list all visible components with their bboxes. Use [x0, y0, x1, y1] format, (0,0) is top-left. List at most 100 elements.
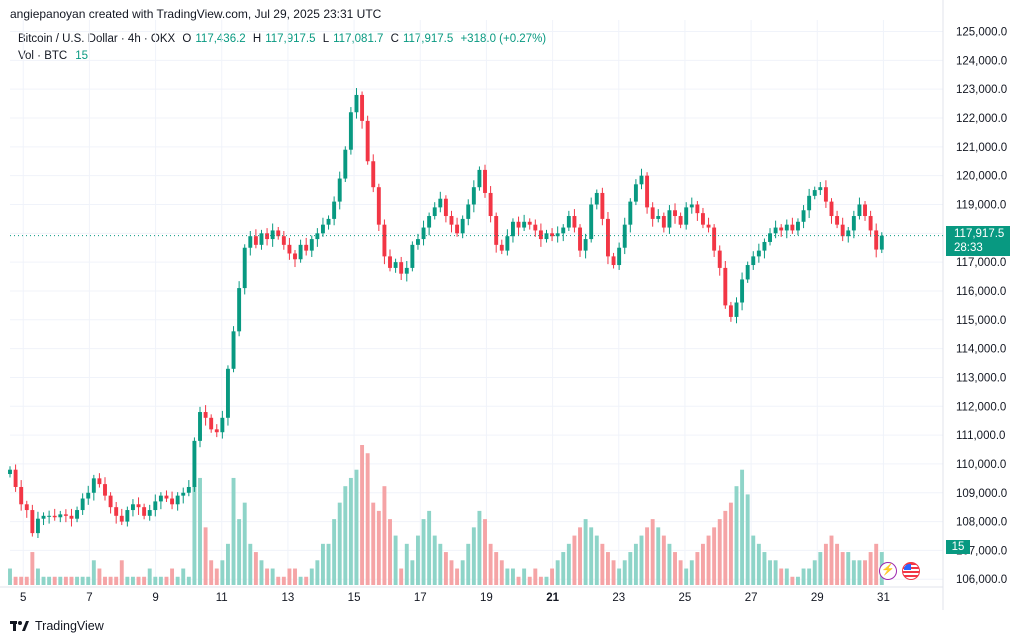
- candle-body: [583, 239, 588, 251]
- legend-low: L 117,081.7: [322, 33, 384, 45]
- y-tick-label: 113,000.0: [956, 372, 1006, 384]
- volume-bar: [829, 535, 834, 585]
- volume-legend[interactable]: Vol · BTC 15: [18, 50, 88, 62]
- candle-body: [63, 514, 68, 516]
- volume-bar: [404, 543, 409, 585]
- symbol-name[interactable]: Bitcoin / U.S. Dollar · 4h · OKX: [18, 33, 176, 45]
- volume-bar: [812, 560, 817, 585]
- volume-bar: [566, 543, 571, 585]
- volume-bar: [499, 560, 504, 585]
- candle-body: [214, 429, 219, 433]
- volume-bar: [181, 568, 186, 585]
- candle-body: [220, 417, 225, 433]
- legend-close: C 117,917.5: [390, 33, 454, 45]
- volume-bar: [253, 552, 258, 585]
- candle-body: [125, 510, 130, 522]
- y-tick-label: 116,000.0: [956, 286, 1006, 298]
- candle-body: [728, 305, 733, 317]
- lightning-icon[interactable]: ⚡: [879, 562, 897, 580]
- volume-bar: [332, 519, 337, 585]
- candle-body: [421, 227, 426, 240]
- us-flag-icon[interactable]: [902, 562, 920, 580]
- candle-body: [153, 501, 158, 511]
- bar-countdown: 28:33: [954, 242, 983, 254]
- volume-bar: [19, 576, 24, 585]
- candle-body: [801, 210, 806, 222]
- candle-body: [281, 236, 286, 245]
- volume-bar: [695, 552, 700, 585]
- volume-bar: [281, 576, 286, 585]
- volume-bar: [801, 568, 806, 585]
- candle-body: [622, 224, 627, 248]
- volume-bar: [868, 552, 873, 585]
- candle-body: [175, 495, 180, 505]
- volume-bar: [47, 576, 52, 585]
- candle-body: [147, 510, 152, 516]
- legend-change: +318.0 (+0.27%): [460, 33, 547, 45]
- volume-bar: [136, 576, 141, 585]
- y-tick-label: 122,000.0: [956, 113, 1007, 125]
- candle-body: [628, 201, 633, 225]
- volume-bar: [650, 519, 655, 585]
- candle-body: [427, 216, 432, 228]
- volume-bar: [393, 535, 398, 585]
- candle-body: [203, 412, 208, 418]
- candle-body: [455, 224, 460, 234]
- volume-bar: [728, 502, 733, 585]
- volume-bar: [298, 576, 303, 585]
- candle-body: [320, 224, 325, 234]
- volume-bar: [315, 560, 320, 585]
- candle-body: [639, 175, 644, 185]
- candle-body: [332, 201, 337, 219]
- candle-body: [449, 216, 454, 225]
- candle-body: [108, 495, 113, 508]
- volume-bar: [561, 552, 566, 585]
- candle-body: [466, 204, 471, 219]
- candle-body: [326, 218, 331, 225]
- volume-bar: [220, 560, 225, 585]
- volume-bar: [198, 477, 202, 585]
- candle-body: [198, 412, 202, 441]
- volume-bar: [35, 568, 40, 585]
- tradingview-brand[interactable]: TradingView: [10, 619, 104, 633]
- candle-body: [337, 178, 342, 202]
- candle-body: [209, 417, 214, 430]
- candle-body: [270, 230, 275, 240]
- volume-bar: [756, 543, 761, 585]
- volume-bar: [186, 576, 191, 585]
- candle-body: [13, 469, 18, 487]
- candle-body: [265, 233, 270, 240]
- volume-bar: [600, 543, 605, 585]
- candle-body: [404, 267, 409, 274]
- volume-bar: [606, 552, 610, 585]
- x-tick-label: 21: [546, 592, 559, 604]
- volume-bar: [516, 576, 521, 585]
- candle-body: [773, 227, 778, 234]
- last-price-tag: 117,917.5 28:33: [946, 226, 1010, 256]
- volume-bar: [701, 543, 705, 585]
- candle-body: [533, 224, 538, 231]
- volume-bar: [242, 502, 247, 585]
- volume-bar: [388, 519, 392, 585]
- candle-body: [516, 221, 521, 228]
- candle-body: [52, 515, 57, 518]
- volume-bar: [656, 527, 661, 585]
- candle-body: [181, 492, 186, 496]
- candle-body: [846, 230, 851, 237]
- candle-body: [304, 244, 309, 251]
- candle-body: [58, 514, 63, 518]
- symbol-legend[interactable]: Bitcoin / U.S. Dollar · 4h · OKX O 117,43…: [18, 33, 546, 45]
- tradingview-logo-icon: [10, 621, 29, 631]
- volume-bar: [505, 568, 510, 585]
- volume-bar: [734, 486, 739, 585]
- candle-body: [600, 192, 605, 219]
- volume-bar: [555, 560, 560, 585]
- candle-body: [192, 440, 197, 487]
- volume-bar: [86, 576, 91, 585]
- volume-bar: [438, 543, 443, 585]
- volume-bar: [248, 543, 253, 585]
- x-tick-label: 19: [480, 592, 493, 604]
- volume-bar: [421, 519, 426, 585]
- volume-bar: [745, 494, 750, 585]
